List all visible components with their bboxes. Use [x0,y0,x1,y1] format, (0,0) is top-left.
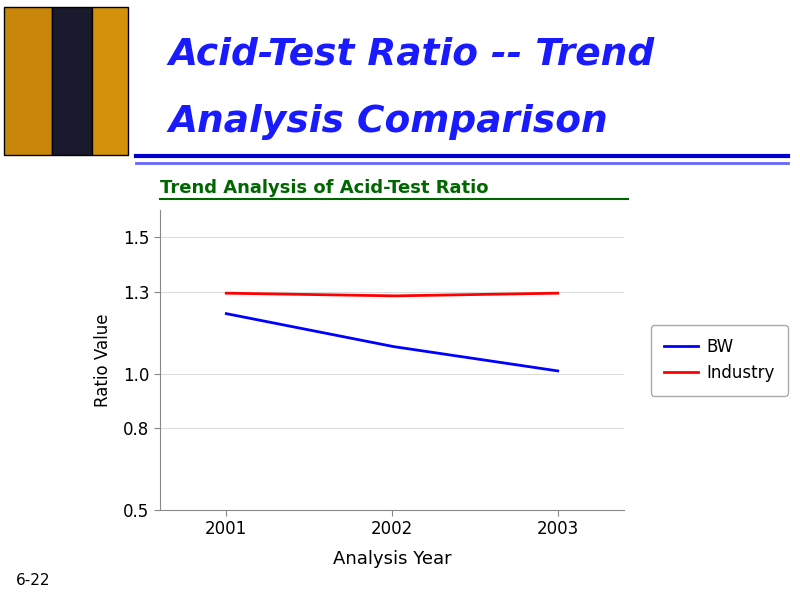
Industry [426,292,435,299]
Y-axis label: Ratio Value: Ratio Value [94,313,112,407]
FancyBboxPatch shape [92,7,128,155]
Industry [222,290,232,297]
Industry [502,290,511,298]
Line: BW: BW [226,314,558,371]
BW [522,363,531,370]
Text: Analysis Comparison: Analysis Comparison [168,104,608,140]
Industry [418,292,428,299]
Line: Industry: Industry [226,293,558,296]
BW [553,367,562,374]
BW [418,347,427,355]
Industry [222,290,231,297]
Industry [386,292,396,299]
X-axis label: Analysis Year: Analysis Year [333,550,451,568]
FancyBboxPatch shape [52,7,92,155]
BW [222,310,231,317]
Text: Trend Analysis of Acid-Test Ratio: Trend Analysis of Acid-Test Ratio [160,179,489,197]
Legend: BW, Industry: BW, Industry [651,325,788,395]
BW [418,347,428,355]
BW [424,348,434,355]
Industry [553,290,562,297]
BW [501,359,510,367]
Text: Acid-Test Ratio -- Trend: Acid-Test Ratio -- Trend [168,37,654,73]
Industry [420,292,430,299]
FancyBboxPatch shape [4,7,52,155]
Text: 6-22: 6-22 [16,573,50,588]
Industry [523,290,533,297]
BW [222,310,232,317]
